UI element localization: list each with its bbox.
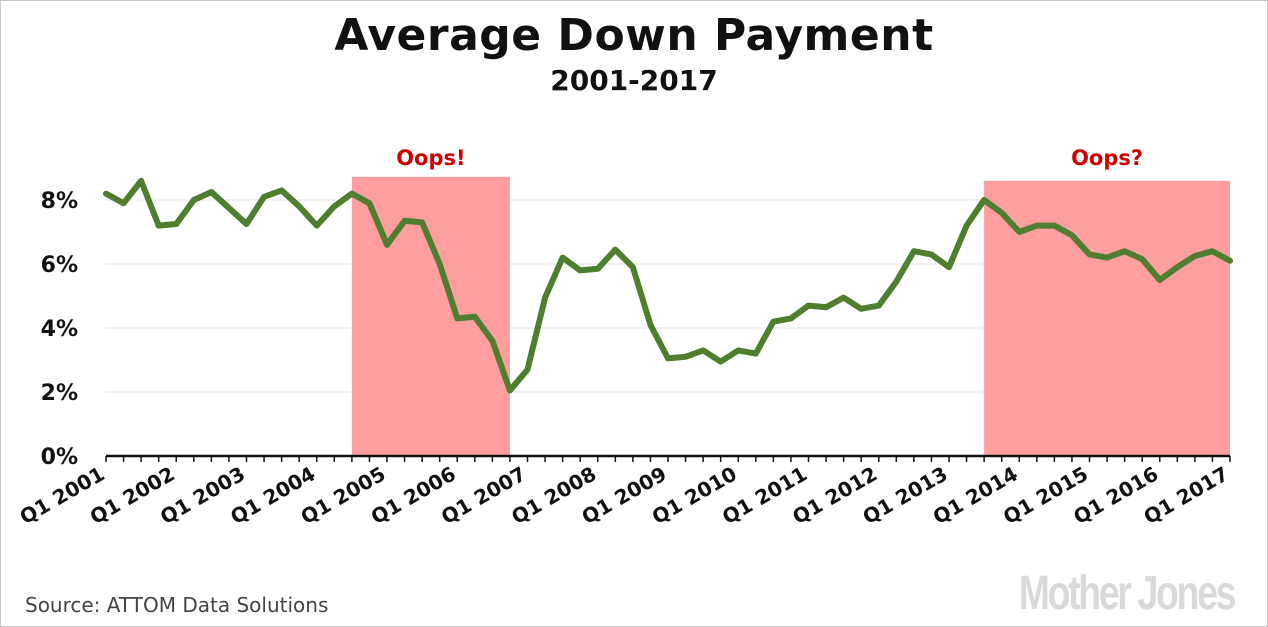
data-point bbox=[948, 266, 950, 268]
data-point bbox=[333, 205, 335, 207]
data-point bbox=[1194, 255, 1196, 257]
data-point bbox=[1018, 231, 1020, 233]
data-point bbox=[1036, 225, 1038, 227]
y-tick-label-1: 2% bbox=[41, 381, 78, 406]
data-point bbox=[913, 250, 915, 252]
data-point bbox=[140, 180, 142, 182]
data-point bbox=[105, 193, 107, 195]
y-tick-label-4: 8% bbox=[41, 189, 78, 214]
data-point bbox=[790, 317, 792, 319]
y-tick-label-0: 0% bbox=[41, 445, 78, 470]
data-point bbox=[983, 199, 985, 201]
data-point bbox=[228, 207, 230, 209]
data-point bbox=[351, 193, 353, 195]
data-point bbox=[808, 305, 809, 307]
data-point bbox=[930, 253, 932, 255]
data-point bbox=[825, 306, 827, 308]
data-point bbox=[1053, 225, 1055, 227]
data-point bbox=[685, 356, 687, 358]
data-point bbox=[649, 324, 651, 326]
data-point bbox=[281, 189, 283, 191]
data-point bbox=[562, 257, 564, 259]
data-point bbox=[491, 340, 493, 342]
data-point bbox=[439, 263, 441, 265]
data-point bbox=[509, 389, 511, 391]
data-point bbox=[597, 268, 599, 270]
data-point bbox=[579, 269, 581, 271]
data-point bbox=[158, 225, 160, 227]
data-point bbox=[1001, 212, 1003, 214]
data-point bbox=[1089, 253, 1090, 255]
data-point bbox=[720, 361, 722, 363]
data-point bbox=[386, 244, 388, 246]
source-note: Source: ATTOM Data Solutions bbox=[25, 593, 329, 617]
data-point bbox=[316, 225, 318, 227]
data-point bbox=[614, 249, 616, 251]
data-point bbox=[210, 191, 212, 193]
chart-title: Average Down Payment bbox=[334, 10, 934, 61]
data-point bbox=[1159, 279, 1161, 281]
data-point bbox=[1071, 234, 1073, 236]
y-tick-label-2: 4% bbox=[41, 317, 78, 342]
data-point bbox=[368, 202, 370, 204]
annotation-2: Oops? bbox=[1071, 146, 1143, 170]
data-point bbox=[544, 297, 546, 299]
data-point bbox=[1211, 250, 1213, 252]
shaded-region-2 bbox=[984, 180, 1230, 457]
data-point bbox=[404, 220, 406, 222]
data-point bbox=[1124, 250, 1126, 252]
data-point bbox=[298, 205, 300, 207]
data-point bbox=[737, 349, 739, 351]
data-point bbox=[123, 202, 125, 204]
data-point bbox=[1106, 257, 1108, 259]
chart-subtitle: 2001-2017 bbox=[550, 64, 718, 97]
data-point bbox=[1141, 258, 1143, 260]
data-point bbox=[456, 317, 458, 319]
data-point bbox=[772, 321, 774, 323]
data-point bbox=[474, 316, 476, 318]
data-point bbox=[1176, 266, 1178, 268]
data-point bbox=[755, 353, 757, 355]
annotation-1: Oops! bbox=[396, 146, 465, 170]
data-point bbox=[421, 221, 423, 223]
data-point bbox=[843, 297, 845, 299]
data-point bbox=[966, 225, 968, 227]
data-point bbox=[702, 349, 704, 351]
data-point bbox=[175, 223, 177, 225]
data-point bbox=[667, 357, 669, 359]
data-point bbox=[246, 223, 247, 225]
data-point bbox=[878, 305, 880, 307]
mother-jones-logo: Mother Jones bbox=[1018, 567, 1237, 620]
data-point bbox=[527, 369, 528, 371]
data-point bbox=[1229, 260, 1231, 262]
data-point bbox=[895, 281, 897, 283]
data-point bbox=[193, 199, 195, 201]
data-point bbox=[860, 308, 862, 310]
y-tick-label-3: 6% bbox=[41, 253, 78, 278]
series-points-0 bbox=[105, 180, 1231, 391]
data-point bbox=[263, 196, 265, 198]
data-point bbox=[632, 266, 634, 268]
